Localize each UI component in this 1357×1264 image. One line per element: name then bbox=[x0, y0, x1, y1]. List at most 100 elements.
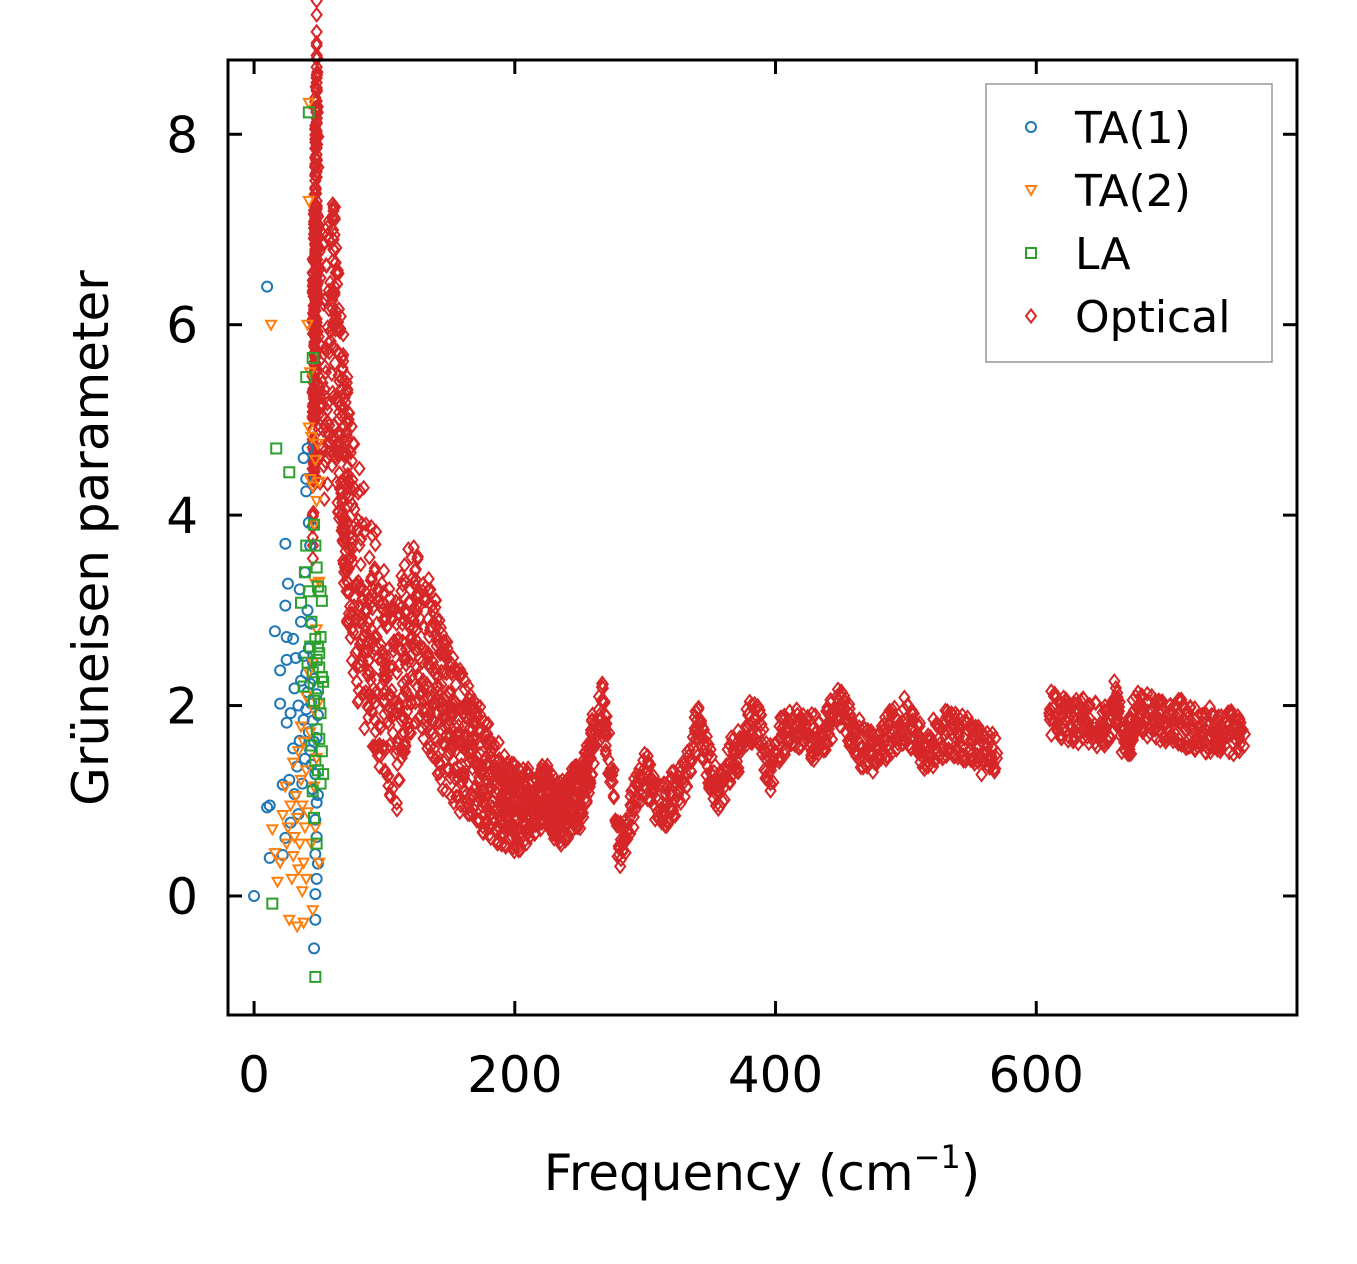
data-point-la bbox=[308, 811, 321, 824]
data-point-optical-fill bbox=[985, 755, 999, 772]
data-point-ta2 bbox=[312, 857, 326, 870]
data-point-optical-fill bbox=[472, 723, 486, 740]
data-point-optical-fill bbox=[805, 705, 819, 723]
data-point-optical-fill bbox=[309, 363, 322, 380]
data-point-optical-fill bbox=[668, 807, 682, 824]
data-point-ta1 bbox=[310, 796, 323, 809]
data-point-optical-fill bbox=[764, 775, 777, 792]
data-point-ta1 bbox=[301, 442, 314, 455]
data-point-optical-fill bbox=[922, 747, 936, 764]
data-point-optical-fill bbox=[390, 801, 404, 818]
data-point-optical-fill bbox=[424, 619, 437, 636]
data-point-optical-fill bbox=[1108, 673, 1121, 690]
data-point-optical-fill bbox=[338, 526, 351, 543]
data-point-ta2 bbox=[268, 848, 282, 861]
data-point-optical-fill bbox=[907, 705, 921, 722]
data-point-la bbox=[308, 518, 321, 531]
data-point-optical-fill bbox=[971, 722, 985, 740]
data-point-optical-fill bbox=[613, 858, 627, 875]
data-point-optical-fill bbox=[399, 681, 412, 698]
data-point-ta1 bbox=[301, 604, 314, 617]
data-point-optical-fill bbox=[326, 221, 340, 239]
data-point-optical-fill bbox=[534, 764, 548, 782]
data-point-optical-fill bbox=[306, 529, 319, 546]
data-point-optical-fill bbox=[310, 242, 324, 260]
data-point-la bbox=[317, 675, 330, 688]
data-point-optical-fill bbox=[317, 345, 331, 362]
legend-marker-ta1 bbox=[1025, 121, 1037, 133]
data-point-optical-fill bbox=[431, 677, 445, 694]
data-point-optical-fill bbox=[369, 723, 382, 740]
data-point-optical-fill bbox=[861, 721, 875, 739]
data-point-optical-fill bbox=[520, 835, 533, 852]
x-tick-label: 200 bbox=[467, 1046, 562, 1104]
data-point-optical-fill bbox=[446, 649, 460, 666]
data-point-optical-fill bbox=[332, 301, 346, 318]
data-point-optical-fill bbox=[927, 736, 941, 753]
data-point-optical-fill bbox=[627, 819, 640, 836]
data-point-optical-fill bbox=[310, 284, 323, 301]
data-point-optical-fill bbox=[653, 776, 666, 794]
data-point-la bbox=[313, 732, 326, 745]
data-point-optical-fill bbox=[576, 809, 590, 826]
data-point-optical-fill bbox=[822, 725, 836, 743]
data-point-optical-fill bbox=[843, 700, 856, 717]
data-point-optical-fill bbox=[405, 607, 419, 624]
data-point-ta2 bbox=[287, 831, 302, 845]
data-point-optical-fill bbox=[412, 588, 425, 605]
data-point-optical-fill bbox=[433, 756, 446, 773]
data-point-optical-fill bbox=[609, 813, 623, 831]
data-point-optical-fill bbox=[751, 733, 764, 750]
data-point-ta1 bbox=[310, 872, 323, 885]
data-point-ta2 bbox=[294, 721, 308, 734]
data-point-optical-fill bbox=[340, 368, 354, 386]
data-point-optical-fill bbox=[353, 482, 367, 500]
data-point-optical-fill bbox=[352, 613, 366, 630]
data-point-optical-fill bbox=[567, 792, 581, 810]
data-point-optical-fill bbox=[418, 679, 431, 696]
data-point-optical-fill bbox=[380, 739, 393, 756]
data-point-optical-fill bbox=[336, 494, 349, 512]
data-point-optical-fill bbox=[395, 582, 408, 600]
axis-ticks: 0 200 400 600 0 2 4 6 8 bbox=[166, 60, 1297, 1104]
data-point-optical-fill bbox=[341, 574, 355, 592]
data-point-optical-fill bbox=[1188, 699, 1202, 717]
data-point-optical-fill bbox=[528, 825, 541, 843]
data-point-optical-fill bbox=[310, 23, 323, 40]
data-point-optical-fill bbox=[398, 738, 412, 755]
data-point-optical-fill bbox=[410, 597, 423, 614]
data-point-optical-fill bbox=[340, 583, 353, 600]
data-point-optical-fill bbox=[718, 760, 732, 778]
data-point-optical-fill bbox=[1110, 684, 1124, 701]
data-point-optical-fill bbox=[607, 789, 621, 806]
data-point-optical-fill bbox=[312, 375, 325, 393]
data-point-la bbox=[309, 539, 322, 552]
data-point-optical-fill bbox=[361, 602, 374, 619]
data-point-ta1 bbox=[289, 651, 302, 664]
data-point-optical-fill bbox=[740, 717, 753, 734]
data-point-optical-fill bbox=[347, 435, 361, 453]
data-point-ta2 bbox=[296, 857, 311, 870]
data-point-optical-fill bbox=[718, 791, 731, 809]
data-point-optical-fill bbox=[697, 721, 711, 738]
data-point-optical-fill bbox=[1167, 724, 1181, 741]
y-tick-label: 2 bbox=[166, 678, 198, 736]
data-point-optical-fill bbox=[480, 715, 493, 733]
data-point-optical-fill bbox=[417, 730, 430, 747]
data-point-optical-fill bbox=[398, 557, 411, 574]
data-point-optical-fill bbox=[913, 714, 927, 732]
data-point-optical-fill bbox=[310, 83, 324, 100]
data-point-optical-fill bbox=[363, 549, 376, 566]
data-point-optical-fill bbox=[596, 675, 609, 692]
data-point-optical-fill bbox=[328, 277, 341, 295]
x-axis-label-text: Frequency (cm bbox=[544, 1144, 914, 1202]
data-point-optical-fill bbox=[554, 836, 568, 854]
data-point-optical-fill bbox=[410, 603, 424, 620]
legend-marker-la bbox=[1025, 247, 1037, 259]
data-point-la bbox=[313, 647, 326, 660]
data-point-optical-fill bbox=[1083, 710, 1096, 727]
data-point-optical-fill bbox=[388, 633, 401, 650]
data-point-ta2 bbox=[311, 438, 325, 451]
data-point-optical-fill bbox=[310, 6, 323, 23]
data-point-ta1 bbox=[296, 777, 309, 790]
